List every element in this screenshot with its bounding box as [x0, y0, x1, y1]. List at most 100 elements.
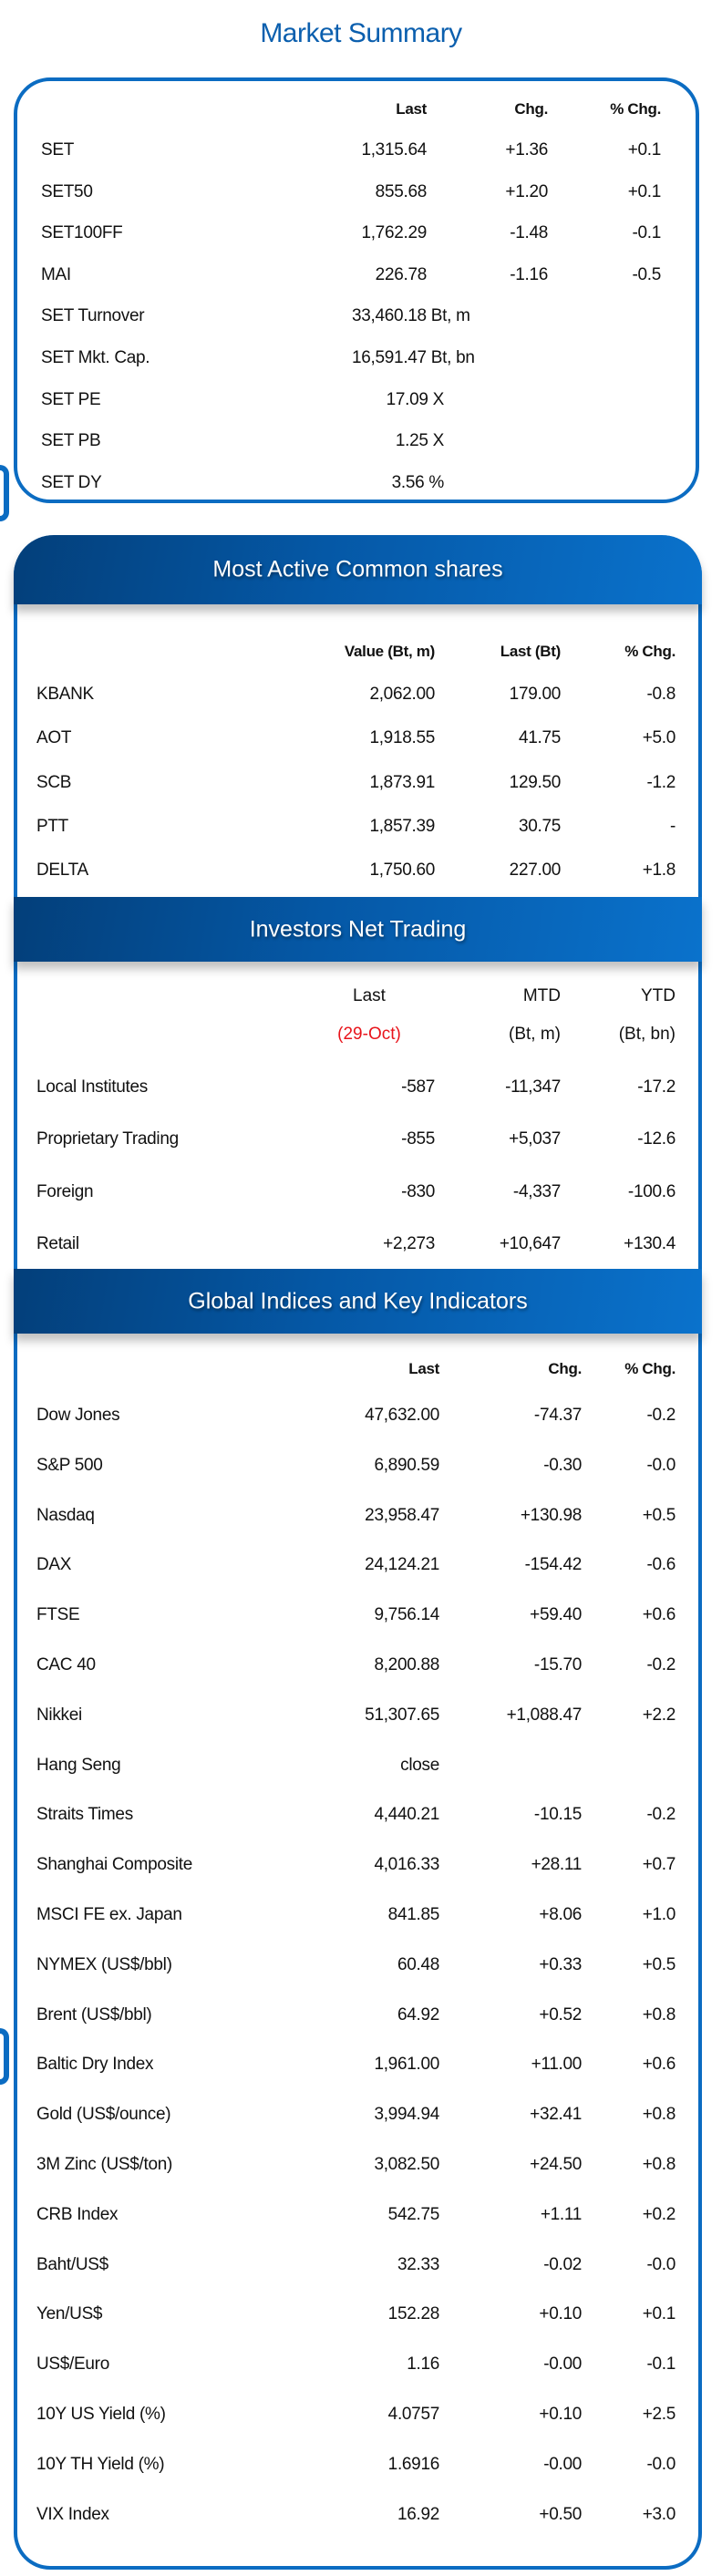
stock-symbol: PTT — [36, 816, 68, 836]
indicator-name: Baltic Dry Index — [36, 2055, 154, 2075]
percent-change: +3.0 — [642, 2504, 676, 2524]
row-label: SET PB — [41, 431, 101, 451]
last-value: 1.6916 — [387, 2454, 440, 2474]
change-value: -15.70 — [533, 1655, 582, 1674]
percent-change: +0.5 — [642, 1505, 676, 1525]
market-summary-panel — [14, 77, 699, 503]
row-label: MAI — [41, 264, 71, 284]
percent-change: +0.8 — [642, 2105, 676, 2125]
indicator-name: 10Y TH Yield (%) — [36, 2454, 165, 2474]
change-value: +28.11 — [531, 1855, 583, 1875]
row-label: SET Mkt. Cap. — [41, 348, 150, 367]
last-value: 4,016.33 — [374, 1855, 439, 1875]
column-subheader: (Bt, m) — [509, 1025, 561, 1044]
percent-change: -0.6 — [646, 1555, 676, 1575]
change-value: -1.16 — [510, 264, 548, 284]
column-header: Last — [408, 1360, 439, 1377]
change-value: +1.36 — [505, 140, 548, 160]
change-value: +24.50 — [530, 2155, 582, 2174]
last-value: 23,958.47 — [365, 1505, 439, 1525]
stock-symbol: DELTA — [36, 860, 88, 881]
change-value: +1.20 — [505, 181, 548, 201]
row-value: 16,591.47 Bt, bn — [352, 348, 475, 367]
change-value: +1,088.47 — [506, 1705, 583, 1725]
percent-change: -0.0 — [646, 1455, 676, 1475]
percent-change: -0.2 — [646, 1406, 676, 1425]
change-value: +0.10 — [539, 2304, 582, 2324]
change-value: -1.48 — [510, 223, 548, 243]
change-value: +0.33 — [539, 1954, 582, 1974]
last-value: 1,762.29 — [361, 223, 427, 243]
most-active-header: Most Active Common shares — [14, 535, 702, 604]
percent-change: -0.1 — [632, 223, 661, 243]
ytd-value: -17.2 — [637, 1077, 676, 1097]
row-label: SET50 — [41, 181, 93, 201]
last-value: 226.78 — [375, 264, 428, 284]
percent-change: +2.5 — [642, 2405, 676, 2424]
trade-value: 1,873.91 — [369, 772, 435, 792]
most-active-title: Most Active Common shares — [212, 556, 503, 582]
last-value: 542.75 — [387, 2204, 440, 2224]
indicator-name: Baht/US$ — [36, 2254, 108, 2274]
trade-value: 1,857.39 — [369, 816, 435, 836]
investor-type: Local Institutes — [36, 1077, 148, 1097]
last-value: 9,756.14 — [374, 1605, 439, 1625]
column-header: % Chg. — [610, 100, 661, 118]
indicator-name: Nasdaq — [36, 1505, 95, 1525]
indicator-name: Brent (US$/bbl) — [36, 2004, 152, 2025]
row-label: SET DY — [41, 472, 102, 492]
change-value: -0.02 — [543, 2254, 582, 2274]
change-value: +0.50 — [539, 2504, 582, 2524]
percent-change: +5.0 — [642, 728, 676, 748]
column-header: MTD — [522, 986, 561, 1005]
last-value: 6,890.59 — [374, 1455, 439, 1475]
mtd-value: +10,647 — [499, 1233, 561, 1253]
last-value: 16.92 — [397, 2504, 439, 2524]
row-value: 1.25 X — [395, 431, 444, 451]
last-value: -855 — [401, 1129, 435, 1149]
last-value: close — [400, 1755, 439, 1775]
mtd-value: -4,337 — [512, 1181, 561, 1201]
row-value: 33,460.18 Bt, m — [352, 306, 470, 326]
percent-change: -0.8 — [646, 685, 676, 704]
indicator-name: VIX Index — [36, 2504, 109, 2524]
last-price: 227.00 — [509, 860, 562, 881]
indicator-name: FTSE — [36, 1605, 80, 1625]
percent-change: +0.1 — [627, 181, 662, 201]
column-header: % Chg. — [624, 1360, 676, 1377]
investor-type: Proprietary Trading — [36, 1129, 179, 1149]
indicator-name: Hang Seng — [36, 1755, 121, 1775]
percent-change: +2.2 — [642, 1705, 676, 1725]
last-value: 152.28 — [387, 2304, 440, 2324]
indicator-name: Dow Jones — [36, 1406, 120, 1425]
indicators-panel — [14, 535, 702, 2570]
row-label: SET PE — [41, 389, 101, 409]
column-header: Last — [353, 986, 386, 1005]
change-value: +11.00 — [531, 2055, 583, 2075]
last-value: 841.85 — [387, 1905, 440, 1924]
indicator-name: Nikkei — [36, 1705, 82, 1725]
percent-change: +0.7 — [642, 1855, 676, 1875]
percent-change: - — [669, 816, 676, 836]
percent-change: -1.2 — [646, 772, 676, 792]
indicator-name: Straits Times — [36, 1805, 133, 1825]
last-value: 4.0757 — [387, 2405, 440, 2424]
percent-change: +0.8 — [642, 2004, 676, 2025]
stock-symbol: AOT — [36, 728, 72, 748]
change-value: -0.00 — [543, 2454, 582, 2474]
ytd-value: -100.6 — [627, 1181, 676, 1201]
percent-change: -0.2 — [646, 1805, 676, 1825]
column-header: Value (Bt, m) — [344, 643, 435, 660]
last-price: 179.00 — [509, 685, 562, 704]
column-header: YTD — [641, 986, 676, 1005]
mtd-value: -11,347 — [505, 1077, 561, 1097]
change-value: +8.06 — [539, 1905, 582, 1924]
percent-change: +1.0 — [642, 1905, 676, 1924]
column-subheader: (Bt, bn) — [618, 1025, 676, 1044]
last-value: -587 — [401, 1077, 435, 1097]
last-price: 41.75 — [518, 728, 561, 748]
last-value: 47,632.00 — [365, 1406, 439, 1425]
column-header: Last — [396, 100, 427, 118]
last-value: 64.92 — [397, 2004, 439, 2025]
last-value: 60.48 — [397, 1954, 439, 1974]
